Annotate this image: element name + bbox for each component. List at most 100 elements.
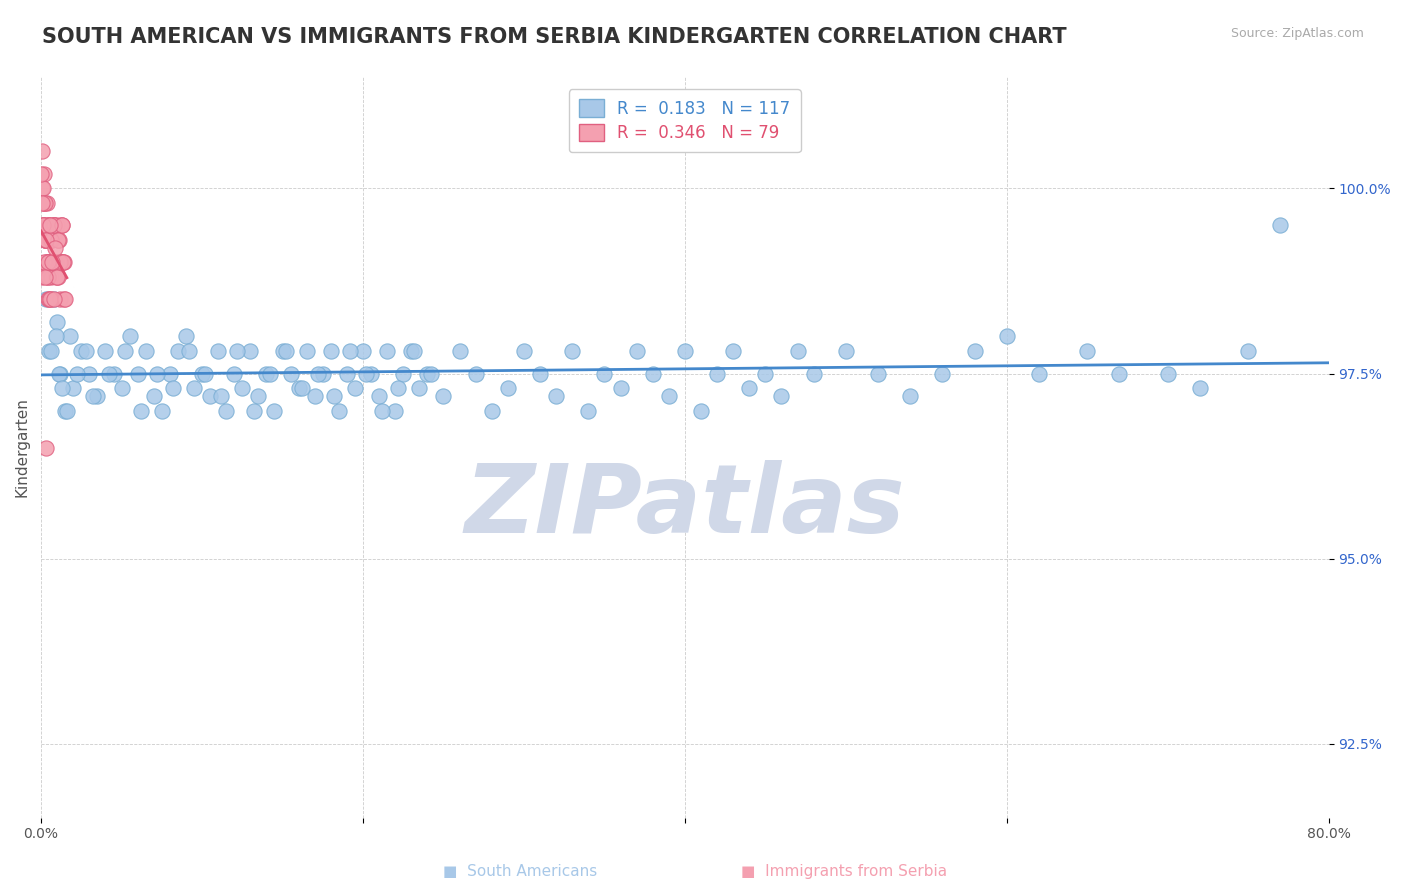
Point xyxy=(42,219,65,233)
Text: ■  South Americans: ■ South Americans xyxy=(443,863,598,879)
Point xyxy=(150,403,173,417)
Point xyxy=(328,403,350,417)
Point xyxy=(42,219,65,233)
Point xyxy=(49,255,72,269)
Point xyxy=(770,389,793,403)
Point xyxy=(34,270,56,285)
Point xyxy=(371,403,394,417)
Point xyxy=(529,367,551,381)
Point xyxy=(898,389,921,403)
Point xyxy=(70,344,93,359)
Point xyxy=(392,367,415,381)
Text: SOUTH AMERICAN VS IMMIGRANTS FROM SERBIA KINDERGARTEN CORRELATION CHART: SOUTH AMERICAN VS IMMIGRANTS FROM SERBIA… xyxy=(42,27,1067,46)
Point xyxy=(215,403,238,417)
Point xyxy=(408,381,430,395)
Point xyxy=(114,344,136,359)
Point xyxy=(39,344,62,359)
Point xyxy=(32,167,55,181)
Point xyxy=(44,255,66,269)
Point xyxy=(32,219,55,233)
Point xyxy=(416,367,439,381)
Point xyxy=(51,255,73,269)
Point xyxy=(259,367,281,381)
Point xyxy=(42,293,65,307)
Point xyxy=(319,344,342,359)
Point xyxy=(280,367,302,381)
Point xyxy=(609,381,631,395)
Point xyxy=(39,233,62,247)
Point xyxy=(45,255,67,269)
Point xyxy=(41,255,63,269)
Point xyxy=(37,219,59,233)
Point xyxy=(46,219,69,233)
Point xyxy=(45,270,67,285)
Point xyxy=(209,389,232,403)
Point xyxy=(263,403,285,417)
Point xyxy=(194,367,217,381)
Point xyxy=(45,270,67,285)
Point xyxy=(45,329,67,343)
Point xyxy=(513,344,536,359)
Point xyxy=(1188,381,1211,395)
Point xyxy=(354,367,377,381)
Point xyxy=(53,293,76,307)
Point xyxy=(32,255,55,269)
Point xyxy=(658,389,681,403)
Point xyxy=(51,219,73,233)
Point xyxy=(37,270,59,285)
Point xyxy=(271,344,294,359)
Point xyxy=(1157,367,1180,381)
Point xyxy=(239,344,262,359)
Point xyxy=(31,196,53,211)
Point xyxy=(561,344,583,359)
Point xyxy=(1270,219,1292,233)
Point xyxy=(207,344,229,359)
Point xyxy=(48,367,70,381)
Point xyxy=(37,270,59,285)
Point xyxy=(48,255,70,269)
Point xyxy=(52,255,75,269)
Point xyxy=(44,241,66,255)
Point xyxy=(449,344,471,359)
Point xyxy=(39,270,62,285)
Point xyxy=(995,329,1018,343)
Point xyxy=(86,389,108,403)
Point xyxy=(198,389,221,403)
Point xyxy=(1028,367,1050,381)
Point xyxy=(375,344,398,359)
Point xyxy=(546,389,568,403)
Point xyxy=(34,196,56,211)
Point xyxy=(224,367,246,381)
Point xyxy=(304,389,326,403)
Point xyxy=(65,367,87,381)
Point xyxy=(48,233,70,247)
Point xyxy=(31,219,53,233)
Point xyxy=(53,293,76,307)
Point xyxy=(53,403,76,417)
Point xyxy=(49,293,72,307)
Point xyxy=(38,219,60,233)
Point xyxy=(41,233,63,247)
Point xyxy=(56,403,79,417)
Point xyxy=(97,367,120,381)
Point xyxy=(39,293,62,307)
Point xyxy=(41,255,63,269)
Point xyxy=(38,255,60,269)
Point xyxy=(963,344,986,359)
Point xyxy=(38,293,60,307)
Point xyxy=(129,403,152,417)
Point xyxy=(51,219,73,233)
Point xyxy=(39,255,62,269)
Point xyxy=(135,344,157,359)
Point xyxy=(35,255,58,269)
Point xyxy=(32,196,55,211)
Point xyxy=(103,367,125,381)
Text: Source: ZipAtlas.com: Source: ZipAtlas.com xyxy=(1230,27,1364,40)
Point xyxy=(1076,344,1098,359)
Y-axis label: Kindergarten: Kindergarten xyxy=(15,398,30,498)
Point xyxy=(167,344,190,359)
Point xyxy=(803,367,825,381)
Point xyxy=(191,367,214,381)
Point xyxy=(360,367,382,381)
Point xyxy=(52,255,75,269)
